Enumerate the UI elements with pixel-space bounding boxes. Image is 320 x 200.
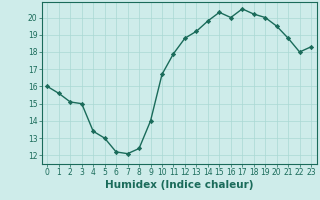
X-axis label: Humidex (Indice chaleur): Humidex (Indice chaleur) [105, 180, 253, 190]
